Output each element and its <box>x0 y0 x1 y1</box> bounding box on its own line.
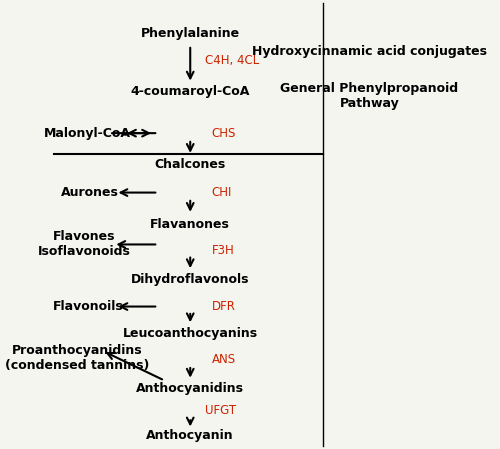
Text: Malonyl-CoA: Malonyl-CoA <box>44 127 132 140</box>
Text: ANS: ANS <box>212 353 236 366</box>
Text: CHI: CHI <box>212 186 232 199</box>
Text: C4H, 4CL: C4H, 4CL <box>205 54 260 67</box>
Text: Anthocyanin: Anthocyanin <box>146 429 234 442</box>
Text: Chalcones: Chalcones <box>154 158 226 171</box>
Text: General Phenylpropanoid
Pathway: General Phenylpropanoid Pathway <box>280 82 458 110</box>
Text: Flavanones: Flavanones <box>150 218 230 231</box>
Text: Dihydroflavonols: Dihydroflavonols <box>131 273 250 286</box>
Text: Flavonoils: Flavonoils <box>54 300 124 313</box>
Text: Phenylalanine: Phenylalanine <box>140 27 240 40</box>
Text: DFR: DFR <box>212 300 236 313</box>
Text: F3H: F3H <box>212 244 234 257</box>
Text: Aurones: Aurones <box>61 186 119 199</box>
Text: CHS: CHS <box>212 127 236 140</box>
Text: Anthocyanidins: Anthocyanidins <box>136 382 244 395</box>
Text: Proanthocyanidins
(condensed tannins): Proanthocyanidins (condensed tannins) <box>5 343 150 371</box>
Text: UFGT: UFGT <box>205 404 236 417</box>
Text: Flavones
Isoflavonoids: Flavones Isoflavonoids <box>38 230 131 259</box>
Text: Leucoanthocyanins: Leucoanthocyanins <box>122 326 258 339</box>
Text: 4-coumaroyl-CoA: 4-coumaroyl-CoA <box>130 85 250 98</box>
Text: Hydroxycinnamic acid conjugates: Hydroxycinnamic acid conjugates <box>252 45 487 58</box>
